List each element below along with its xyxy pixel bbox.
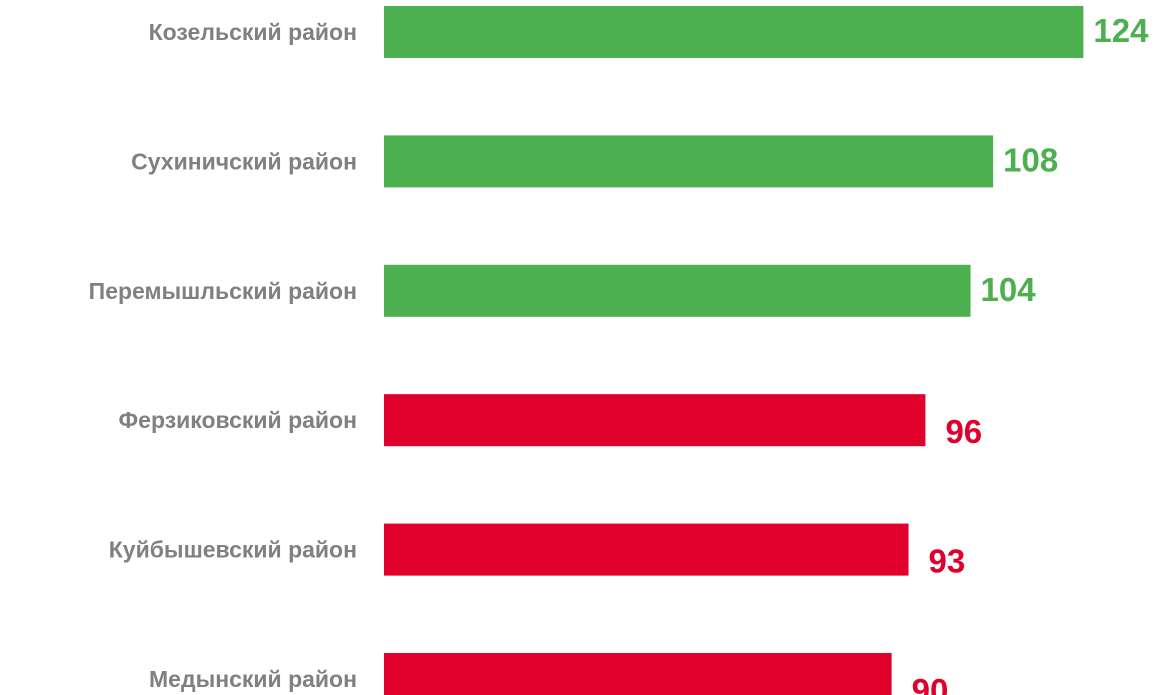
value-label: 124 [1093, 12, 1149, 49]
value-label: 108 [1003, 141, 1058, 178]
category-label: Сухиничский район [131, 148, 357, 174]
bar [384, 264, 971, 317]
bar [384, 523, 909, 576]
bar [384, 6, 1084, 58]
category-label: Медынский район [149, 666, 357, 692]
value-label: 104 [981, 271, 1037, 308]
value-label: 96 [945, 413, 982, 450]
value-label: 93 [929, 543, 966, 580]
category-label: Куйбышевский район [109, 537, 357, 563]
value-label: 90 [912, 672, 949, 695]
bar [384, 135, 994, 188]
bar [384, 653, 892, 695]
category-label: Ферзиковский район [119, 407, 357, 433]
bar [384, 394, 926, 447]
category-label: Перемышльский район [89, 278, 357, 304]
category-label: Козельский район [149, 19, 357, 45]
